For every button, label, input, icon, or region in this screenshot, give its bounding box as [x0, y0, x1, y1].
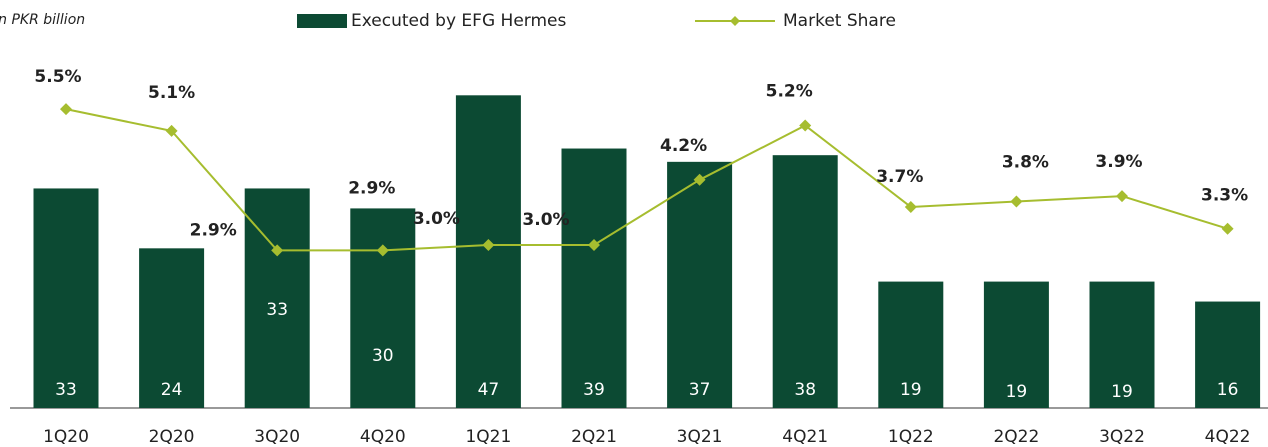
bar — [1195, 301, 1261, 408]
bar — [139, 248, 205, 408]
x-tick-label: 2Q20 — [149, 427, 195, 447]
bar-value-label: 19 — [1006, 382, 1028, 402]
line-marker — [588, 239, 600, 251]
x-tick-label: 4Q21 — [782, 427, 828, 447]
x-tick-label: 1Q22 — [888, 427, 934, 447]
bar — [244, 188, 310, 408]
x-tick-label: 1Q21 — [465, 427, 511, 447]
bar — [667, 161, 733, 408]
x-tick-label: 4Q22 — [1205, 427, 1251, 447]
line-marker — [60, 103, 72, 116]
bar — [561, 148, 627, 408]
line-marker — [165, 124, 178, 137]
line-marker — [1221, 222, 1234, 235]
bar-value-label: 37 — [689, 380, 711, 400]
line-value-label: 2.9% — [190, 220, 237, 240]
bar — [350, 208, 416, 408]
line-marker — [1010, 195, 1023, 208]
x-tick-label: 1Q20 — [43, 427, 89, 447]
line-value-label: 4.2% — [660, 136, 707, 156]
bar-value-label: 33 — [55, 380, 77, 400]
x-tick-label: 4Q20 — [360, 427, 406, 447]
line-value-label: 3.3% — [1201, 186, 1248, 206]
line-value-label: 5.2% — [766, 81, 813, 101]
bar-value-label: 30 — [372, 346, 394, 366]
line-value-label: 5.1% — [148, 83, 195, 103]
line-marker — [482, 239, 495, 251]
line-value-label: 3.7% — [876, 167, 923, 187]
line-value-label: 3.0% — [522, 210, 569, 230]
subtitle: In PKR billion — [0, 12, 85, 28]
line-value-label: 2.9% — [348, 178, 395, 198]
line-value-label: 3.9% — [1095, 152, 1142, 172]
line-marker — [376, 244, 389, 257]
line-marker — [271, 244, 284, 257]
bar-value-label: 33 — [266, 300, 288, 320]
line-marker — [1116, 190, 1128, 203]
line-value-label: 3.0% — [413, 209, 460, 229]
line-marker — [799, 119, 812, 132]
x-tick-label: 2Q21 — [571, 427, 617, 447]
legend-label: Market Share — [783, 11, 896, 31]
x-tick-label: 2Q22 — [993, 427, 1039, 447]
bar-value-label: 24 — [161, 380, 183, 400]
bar-value-label: 39 — [583, 380, 605, 400]
bar-value-label: 19 — [900, 380, 922, 400]
line-value-label: 3.8% — [1002, 153, 1049, 173]
bar-value-label: 38 — [794, 380, 816, 400]
bar-value-label: 19 — [1111, 382, 1133, 402]
x-tick-label: 3Q22 — [1099, 427, 1145, 447]
market-share-line — [65, 108, 1228, 252]
legend-swatch-bar — [297, 14, 347, 28]
bar — [878, 281, 944, 408]
legend-label: Executed by EFG Hermes — [351, 11, 566, 31]
line-marker — [693, 173, 706, 186]
line-value-label: 5.5% — [34, 67, 81, 87]
bar — [33, 188, 99, 408]
bar — [772, 155, 838, 408]
bar — [1089, 281, 1155, 408]
bar-value-label: 47 — [478, 380, 500, 400]
x-tick-label: 3Q21 — [677, 427, 723, 447]
bar — [983, 281, 1049, 408]
bar-value-label: 16 — [1217, 380, 1239, 400]
x-tick-label: 3Q20 — [254, 427, 300, 447]
bar — [455, 95, 521, 408]
line-marker — [904, 200, 917, 213]
legend-marker — [730, 16, 740, 26]
